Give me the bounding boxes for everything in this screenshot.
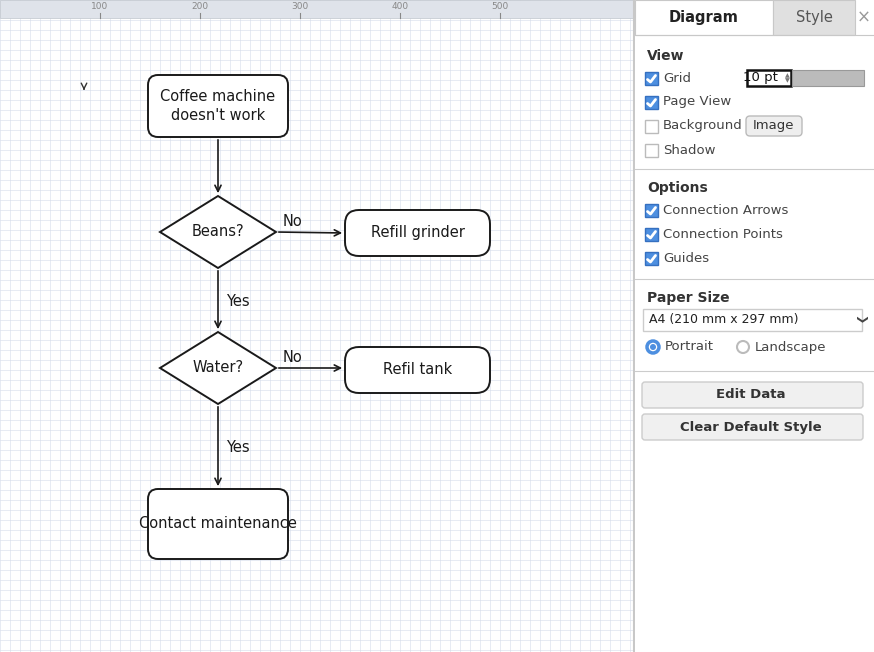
Text: Image: Image (753, 119, 794, 132)
Text: Options: Options (647, 181, 708, 195)
Text: 300: 300 (291, 2, 309, 11)
Text: Page View: Page View (663, 95, 732, 108)
Text: Water?: Water? (192, 361, 244, 376)
FancyBboxPatch shape (643, 309, 862, 331)
Circle shape (650, 344, 656, 350)
Text: Guides: Guides (663, 252, 709, 265)
FancyBboxPatch shape (645, 228, 658, 241)
Circle shape (647, 341, 659, 353)
Text: ▲: ▲ (785, 73, 789, 78)
Text: 10 pt: 10 pt (743, 72, 778, 85)
Text: 200: 200 (191, 2, 209, 11)
FancyBboxPatch shape (747, 70, 791, 86)
Text: Diagram: Diagram (669, 10, 739, 25)
Text: ❯: ❯ (855, 316, 865, 325)
Text: Contact maintenance: Contact maintenance (139, 516, 297, 531)
Text: Portrait: Portrait (665, 340, 714, 353)
FancyBboxPatch shape (0, 0, 635, 18)
FancyBboxPatch shape (645, 72, 658, 85)
Text: Grid: Grid (663, 72, 691, 85)
Text: Coffee machine
doesn't work: Coffee machine doesn't work (161, 89, 275, 123)
Polygon shape (160, 332, 276, 404)
Text: Refil tank: Refil tank (383, 363, 452, 378)
Text: Edit Data: Edit Data (716, 389, 785, 402)
Text: Refill grinder: Refill grinder (371, 226, 464, 241)
Text: Yes: Yes (226, 293, 250, 308)
FancyBboxPatch shape (345, 210, 490, 256)
FancyBboxPatch shape (345, 347, 490, 393)
FancyBboxPatch shape (635, 0, 773, 35)
FancyBboxPatch shape (642, 414, 863, 440)
Text: Yes: Yes (226, 439, 250, 454)
Text: No: No (283, 215, 302, 230)
Text: Shadow: Shadow (663, 143, 716, 156)
FancyBboxPatch shape (645, 203, 658, 216)
FancyBboxPatch shape (645, 119, 658, 132)
Text: No: No (283, 351, 302, 366)
Text: ×: × (857, 8, 871, 27)
Text: Style: Style (795, 10, 832, 25)
Text: Background: Background (663, 119, 743, 132)
FancyBboxPatch shape (645, 95, 658, 108)
FancyBboxPatch shape (642, 382, 863, 408)
FancyBboxPatch shape (148, 489, 288, 559)
FancyBboxPatch shape (645, 252, 658, 265)
Text: Connection Arrows: Connection Arrows (663, 203, 788, 216)
Text: 400: 400 (392, 2, 408, 11)
FancyBboxPatch shape (792, 70, 864, 86)
Text: A4 (210 mm x 297 mm): A4 (210 mm x 297 mm) (649, 314, 799, 327)
Text: 100: 100 (92, 2, 108, 11)
Text: Beans?: Beans? (191, 224, 245, 239)
FancyBboxPatch shape (746, 116, 802, 136)
Text: Paper Size: Paper Size (647, 291, 730, 305)
Text: Landscape: Landscape (755, 340, 827, 353)
FancyBboxPatch shape (773, 0, 855, 35)
Text: Connection Points: Connection Points (663, 228, 783, 241)
Text: View: View (647, 49, 684, 63)
FancyBboxPatch shape (148, 75, 288, 137)
Polygon shape (160, 196, 276, 268)
Text: 500: 500 (491, 2, 509, 11)
Text: Clear Default Style: Clear Default Style (680, 421, 822, 434)
Text: ▼: ▼ (785, 78, 789, 83)
FancyBboxPatch shape (645, 143, 658, 156)
Circle shape (737, 341, 749, 353)
